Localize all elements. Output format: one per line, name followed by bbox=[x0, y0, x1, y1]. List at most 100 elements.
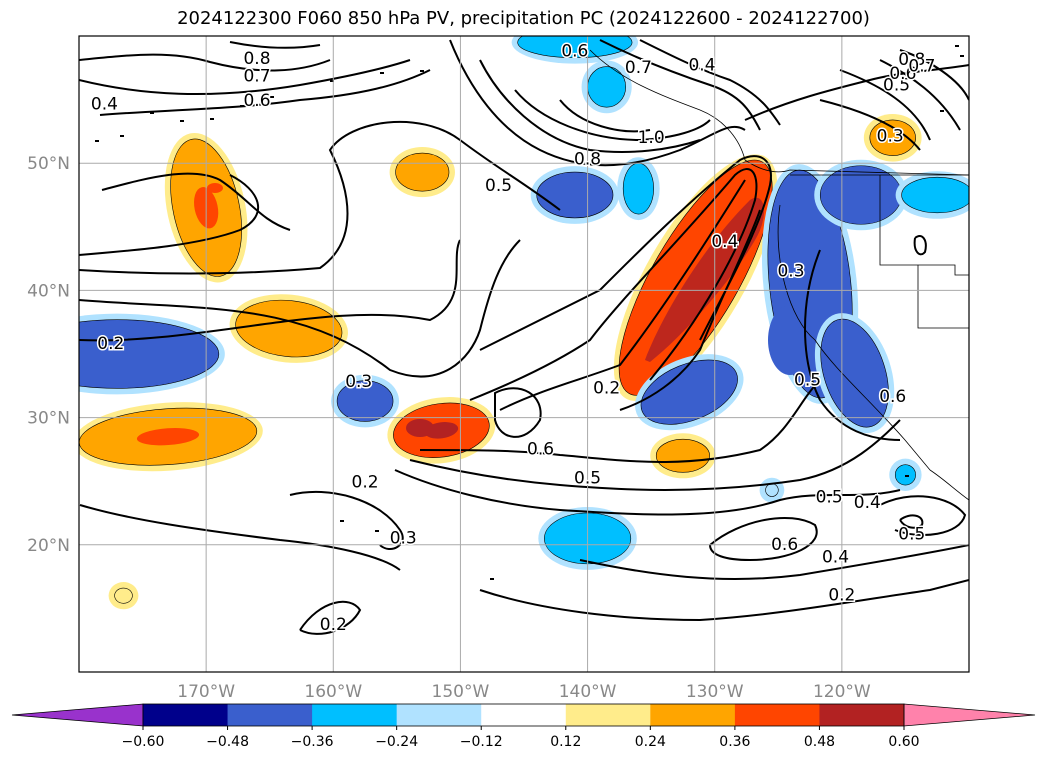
lat-tick-label: 50°N bbox=[27, 154, 70, 174]
pv-contour-label: 0.2 bbox=[352, 472, 379, 492]
colorbar-tick-label: 0.24 bbox=[635, 734, 666, 750]
pv-contour-label: 0.3 bbox=[390, 528, 417, 548]
pv-contour-label: 0.4 bbox=[854, 493, 881, 513]
lat-tick-label: 20°N bbox=[27, 536, 70, 556]
pv-contour-label: 0.7 bbox=[625, 58, 652, 78]
precip-blob-22 bbox=[759, 477, 785, 503]
island-14 bbox=[940, 110, 944, 112]
pv-contour-37 bbox=[913, 234, 927, 256]
island-15 bbox=[955, 45, 959, 47]
lat-tick-label: 30°N bbox=[27, 409, 70, 429]
colorbar-segment bbox=[819, 704, 905, 726]
chart-title: 2024122300 F060 850 hPa PV, precipitatio… bbox=[177, 8, 870, 29]
colorbar-extend-high bbox=[903, 703, 1036, 727]
island-0 bbox=[150, 112, 154, 114]
coastline-4 bbox=[917, 265, 969, 329]
pv-contour-label: 0.8 bbox=[243, 49, 270, 69]
colorbar-tick-label: −0.60 bbox=[122, 734, 165, 750]
pv-contour-13 bbox=[599, 39, 761, 131]
pv-contour-label: 0.5 bbox=[794, 371, 821, 391]
island-10 bbox=[340, 520, 344, 522]
colorbar-tick-label: −0.48 bbox=[206, 734, 249, 750]
pv-contour-34 bbox=[819, 99, 921, 151]
colorbar-segment bbox=[227, 704, 313, 726]
pv-contour-label: 0.2 bbox=[320, 615, 347, 635]
colorbar-frame bbox=[142, 703, 905, 727]
pv-contour-21 bbox=[394, 469, 901, 516]
pv-contour-32 bbox=[879, 59, 961, 131]
island-8 bbox=[120, 135, 124, 137]
pv-contour-15 bbox=[479, 155, 772, 351]
pv-contour-2 bbox=[79, 120, 561, 275]
precip-blob-11 bbox=[530, 166, 619, 224]
pv-contour-26 bbox=[579, 544, 969, 581]
coastline-3 bbox=[879, 175, 969, 276]
island-5 bbox=[330, 80, 334, 82]
island-6 bbox=[380, 72, 384, 74]
coastline-1 bbox=[777, 204, 969, 501]
precip-blob-15 bbox=[581, 60, 632, 114]
island-4 bbox=[270, 96, 274, 98]
pv-contour-label: 0.5 bbox=[883, 76, 910, 96]
pv-contour-label: 0.4 bbox=[688, 55, 715, 75]
pv-contour-6 bbox=[79, 53, 331, 72]
precip-blob-4 bbox=[387, 397, 496, 464]
pv-contour-12 bbox=[559, 99, 651, 133]
colorbar-segment bbox=[650, 704, 736, 726]
colorbar-segment bbox=[734, 704, 820, 726]
pv-contour-18 bbox=[619, 209, 761, 411]
precip-core bbox=[207, 183, 812, 437]
island-16 bbox=[960, 55, 964, 57]
precip-blob-2 bbox=[79, 402, 263, 472]
island-9 bbox=[95, 140, 99, 142]
colorbar-tick-label: −0.36 bbox=[291, 734, 334, 750]
pv-contour-label: 1.0 bbox=[638, 128, 665, 148]
pv-contour-label: 0.2 bbox=[828, 586, 855, 606]
pv-contour-label: 0.6 bbox=[879, 387, 906, 407]
pv-contour-7 bbox=[99, 69, 431, 116]
lon-tick-label: 120°W bbox=[813, 682, 871, 702]
pv-contour-9 bbox=[449, 39, 746, 167]
pv-contour-3 bbox=[79, 174, 260, 256]
pv-contour-label: 0.6 bbox=[527, 439, 554, 459]
pv-contour-8 bbox=[229, 41, 321, 49]
island-2 bbox=[210, 118, 214, 120]
lon-tick-label: 150°W bbox=[432, 682, 490, 702]
pv-contour-label: 0.6 bbox=[243, 91, 270, 111]
precip-blob-20 bbox=[895, 171, 969, 219]
pv-contour-14 bbox=[639, 39, 781, 126]
pv-contour-label: 0.2 bbox=[593, 378, 620, 398]
colorbar-tick-label: 0.60 bbox=[888, 734, 919, 750]
pv-contour-label: 0.4 bbox=[711, 232, 738, 252]
precip-blob-21 bbox=[889, 458, 922, 492]
pv-contour-label: 0.5 bbox=[485, 176, 512, 196]
precip-blob-19 bbox=[814, 159, 908, 231]
precip-blob-6 bbox=[650, 433, 716, 479]
pv-contour-25 bbox=[479, 579, 969, 622]
pv-contour-23 bbox=[289, 491, 404, 550]
pv-contour-0 bbox=[79, 239, 461, 342]
lon-tick-label: 140°W bbox=[559, 682, 617, 702]
pv-contour-label: 0.3 bbox=[877, 126, 904, 146]
coastline-2 bbox=[589, 49, 746, 161]
pv-contour-16 bbox=[469, 168, 758, 401]
pv-contour-31 bbox=[899, 49, 969, 101]
pv-contour-19 bbox=[419, 379, 821, 463]
pv-contour-label: 0.8 bbox=[898, 50, 925, 70]
pv-contour-22 bbox=[79, 504, 401, 571]
pv-contour-label: 0.7 bbox=[243, 67, 270, 87]
colorbar-segment bbox=[143, 704, 229, 726]
pv-contour-label: 0.5 bbox=[574, 469, 601, 489]
island-12 bbox=[490, 578, 494, 580]
colorbar-tick-label: 0.36 bbox=[719, 734, 750, 750]
island-13 bbox=[905, 475, 909, 477]
pv-contour-label: 0.7 bbox=[908, 57, 935, 77]
pv-contour-label: 0.6 bbox=[889, 64, 916, 84]
pv-contour-label: 0.4 bbox=[91, 95, 118, 115]
lon-tick-label: 130°W bbox=[686, 682, 744, 702]
island-1 bbox=[180, 120, 184, 122]
map-frame bbox=[78, 35, 970, 673]
pv-contour-label: 0.4 bbox=[822, 548, 849, 568]
island-11 bbox=[375, 530, 379, 532]
colorbar-segment bbox=[565, 704, 651, 726]
